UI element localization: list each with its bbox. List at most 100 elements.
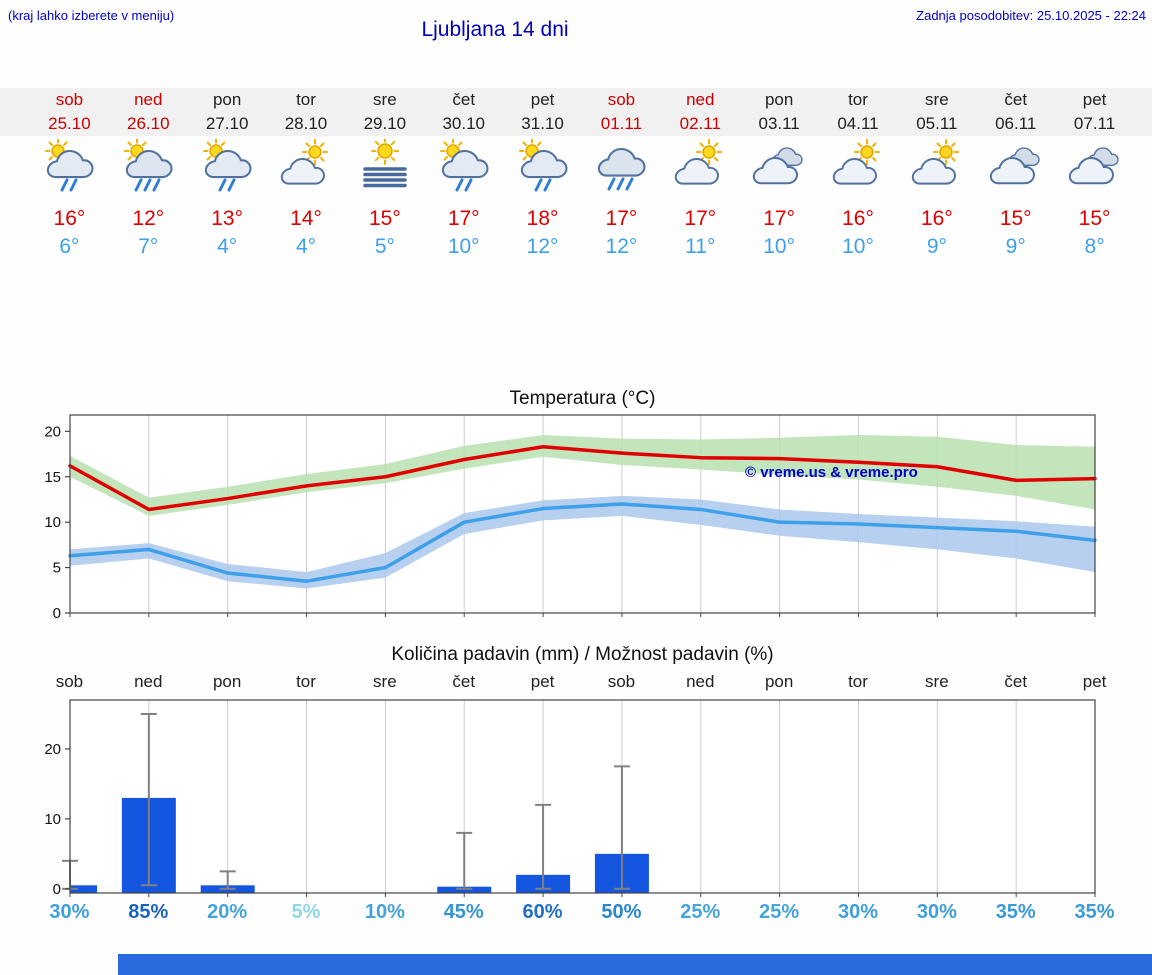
day-name: sob [607,90,636,109]
precip-day-label: sre [925,672,949,691]
forecast-strip: sob 25.10 16° 6° ned 26.10 12° 7° pon 27… [30,88,1134,260]
sun-cloud-rain3-icon [124,138,173,192]
day-date: 05.11 [916,114,958,133]
max-temperature: 15° [1078,207,1111,230]
precip-probability: 60% [522,901,563,923]
svg-text:5: 5 [53,560,61,577]
forecast-day[interactable]: pet 07.11 15° 8° [1055,88,1134,260]
forecast-day[interactable]: sob 01.11 17° 12° [582,88,661,260]
precipitation-chart-title: Količina padavin (mm) / Možnost padavin … [391,644,774,665]
precip-probability: 45% [443,901,484,923]
forecast-day[interactable]: ned 26.10 12° 7° [109,88,188,260]
precip-day-label: tor [848,672,868,691]
max-temperature: 17° [763,207,796,230]
day-date: 28.10 [284,114,328,133]
sun-cloud-icon [911,139,959,185]
precip-bar [437,886,492,893]
max-temperature: 12° [132,207,165,230]
precip-day-label: čet [452,672,476,691]
forecast-day[interactable]: tor 04.11 16° 10° [819,88,898,260]
page-title: Ljubljana 14 dni [421,18,569,41]
day-date: 26.10 [127,114,170,133]
day-date: 04.11 [837,114,879,133]
day-date: 01.11 [600,114,643,133]
max-temperature: 15° [999,207,1032,230]
precip-probability: 30% [49,901,90,923]
svg-text:15: 15 [44,469,61,486]
weather-icon-slot [188,136,267,199]
max-temperature: 17° [447,207,480,230]
forecast-day[interactable]: sre 29.10 15° 5° [345,88,424,260]
min-temperature: 11° [685,235,716,258]
temperature-chart: 0 5 10 15 20 © vreme.us & vreme.pro [44,414,1097,622]
precip-day-label: čet [1004,672,1028,691]
svg-text:0: 0 [53,605,61,622]
forecast-day[interactable]: sob 25.10 16° 6° [30,88,109,260]
day-date: 29.10 [363,114,407,133]
precip-day-label: tor [296,672,316,691]
temperature-chart-title: Temperatura (°C) [509,388,656,409]
min-temperature: 5° [374,235,395,258]
precip-day-label: pon [212,672,242,691]
day-date: 25.10 [48,114,91,133]
max-temperature: 15° [368,207,401,230]
max-temperature: 16° [53,207,86,230]
weather-icon-slot [503,136,582,199]
day-date: 02.11 [679,114,721,133]
day-date: 07.11 [1073,114,1116,133]
min-temperature: 6° [59,235,80,258]
sun-cloud-icon [832,139,880,185]
day-name: čet [452,90,476,109]
min-temperature: 10° [842,235,874,258]
sun-cloud-rain2-icon [439,138,489,192]
sun-cloud-icon [675,139,723,185]
sun-cloud-rain2-icon [518,138,568,192]
min-temperature: 8° [1084,235,1105,258]
precip-probability: 25% [680,901,721,923]
weather-icon-slot [424,136,503,199]
forecast-day[interactable]: čet 06.11 15° 9° [976,88,1055,260]
day-name: ned [686,90,715,109]
day-name: sre [373,90,397,109]
day-header-band [0,88,1152,136]
min-temperature: 4° [295,235,317,258]
precip-day-label: ned [134,672,163,691]
precip-day-label: pet [1082,672,1107,691]
svg-text:20: 20 [44,423,61,440]
precip-probability: 10% [364,901,405,923]
min-temperature: 9° [926,235,947,258]
weather-icon-slot [661,136,740,199]
forecast-day[interactable]: ned 02.11 17° 11° [661,88,740,260]
precip-probability: 35% [1074,901,1115,923]
weather-icon-slot [345,136,424,199]
copyright-link[interactable]: © vreme.us & vreme.pro [745,464,918,481]
weather-icon-slot [109,136,188,199]
day-date: 31.10 [521,114,564,133]
precip-day-label: sob [55,672,84,691]
forecast-day[interactable]: sre 05.11 16° 9° [897,88,976,260]
svg-text:10: 10 [44,811,61,828]
weather-icon-slot [897,136,976,199]
day-date: 06.11 [995,114,1037,133]
precipitation-chart: 0 10 20 [44,699,1096,898]
day-name: tor [296,90,316,109]
forecast-day[interactable]: pet 31.10 18° 12° [503,88,582,260]
forecast-day[interactable]: pon 03.11 17° 10° [740,88,819,260]
forecast-day[interactable]: pon 27.10 13° 4° [188,88,267,260]
precipitation-probability-row: 30% 85% 20% 5% 10% 45% 60% 50% 25% 25% 30% 30% 35% 35… [30,901,1134,924]
forecast-day[interactable]: tor 28.10 14° 4° [267,88,346,260]
precipitation-day-labels: sob ned pon tor sre čet pet sob ned pon tor sre čet p… [30,672,1134,692]
min-temperature: 7° [138,235,159,258]
precip-day-label: sre [373,672,397,691]
precip-probability: 35% [995,901,1036,923]
max-temperature: 17° [605,207,638,230]
sun-cloud-rain2-icon [203,138,252,192]
menu-hint: (kraj lahko izberete v meniju) [8,8,175,23]
min-temperature: 10° [763,235,796,258]
day-date: 27.10 [205,114,249,133]
min-temperature: 12° [605,235,638,258]
precip-day-label: pet [530,672,555,691]
forecast-day[interactable]: čet 30.10 17° 10° [424,88,503,260]
clouds-icon [752,147,803,185]
